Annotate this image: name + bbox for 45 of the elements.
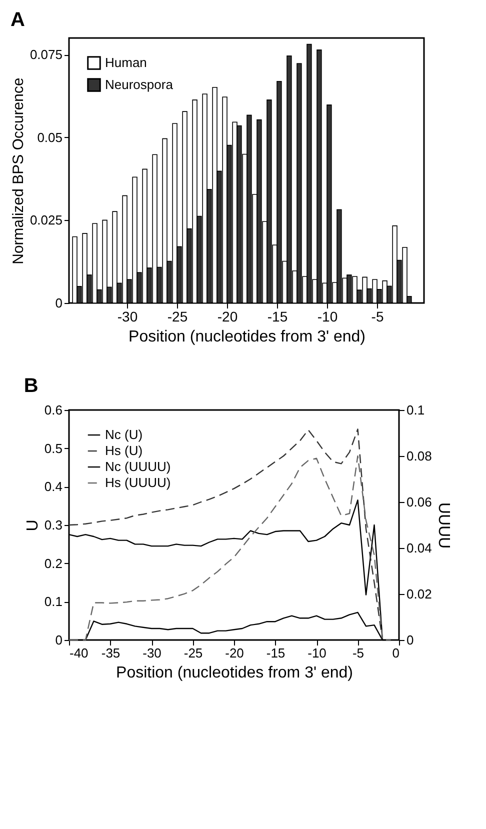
x-axis-title: Position (nucleotides from 3' end) [128, 328, 366, 346]
x-tick-label: -40 [70, 646, 88, 660]
y2-tick-label: 0.08 [406, 448, 432, 464]
y-tick-label: 0 [55, 296, 62, 310]
x-tick-label: -5 [352, 646, 364, 660]
y2-tick-label: 0.1 [406, 402, 425, 418]
y-tick-label: 0.075 [30, 47, 62, 62]
y-axis-title: Normalized BPS Occurence [10, 78, 27, 264]
y-tick-label: 0.025 [30, 212, 62, 228]
x-tick-label: -35 [101, 646, 120, 660]
x-tick-label: -5 [371, 308, 384, 324]
x-tick-label: -30 [142, 646, 162, 660]
y-tick-label: 0.5 [44, 440, 62, 456]
x-tick-label: -25 [167, 308, 188, 324]
y2-tick-label: 0.04 [406, 540, 432, 556]
y-tick-label: 0.4 [44, 479, 62, 494]
y2-tick-label: 0 [406, 632, 414, 648]
x-axis-title: Position (nucleotides from 3' end) [116, 664, 353, 682]
y-tick-label: 0.2 [44, 556, 62, 571]
x-tick-label: -25 [184, 646, 203, 660]
x-tick-label: 0 [392, 646, 400, 660]
x-tick-label: -15 [267, 308, 288, 324]
legend-label: Hs (U) [105, 443, 143, 458]
y2-tick-label: 0.02 [406, 586, 432, 602]
y-tick-label: 0.05 [37, 130, 62, 145]
y2-axis-title: UUUU [434, 502, 452, 549]
legend-label: Hs (UUUU) [105, 475, 171, 490]
y-tick-label: 0.6 [44, 402, 62, 418]
legend-label: Nc (U) [105, 427, 143, 442]
x-tick-label: -15 [266, 646, 286, 660]
x-tick-label: -10 [317, 308, 338, 324]
chart-title: B [24, 375, 38, 397]
y-axis-title: U [24, 520, 42, 532]
x-tick-label: -20 [217, 308, 238, 324]
legend-label: Nc (UUUU) [105, 459, 171, 474]
chart-title: A [10, 9, 25, 31]
y2-tick-label: 0.06 [406, 494, 432, 510]
x-tick-label: -30 [117, 308, 138, 324]
y-tick-label: 0.1 [44, 594, 62, 610]
legend-label: Neurospora [105, 77, 174, 92]
x-tick-label: -20 [225, 646, 244, 660]
legend-label: Human [105, 55, 147, 70]
y-tick-label: 0.3 [44, 518, 62, 532]
y-tick-label: 0 [55, 632, 62, 648]
x-tick-label: -10 [308, 646, 326, 660]
